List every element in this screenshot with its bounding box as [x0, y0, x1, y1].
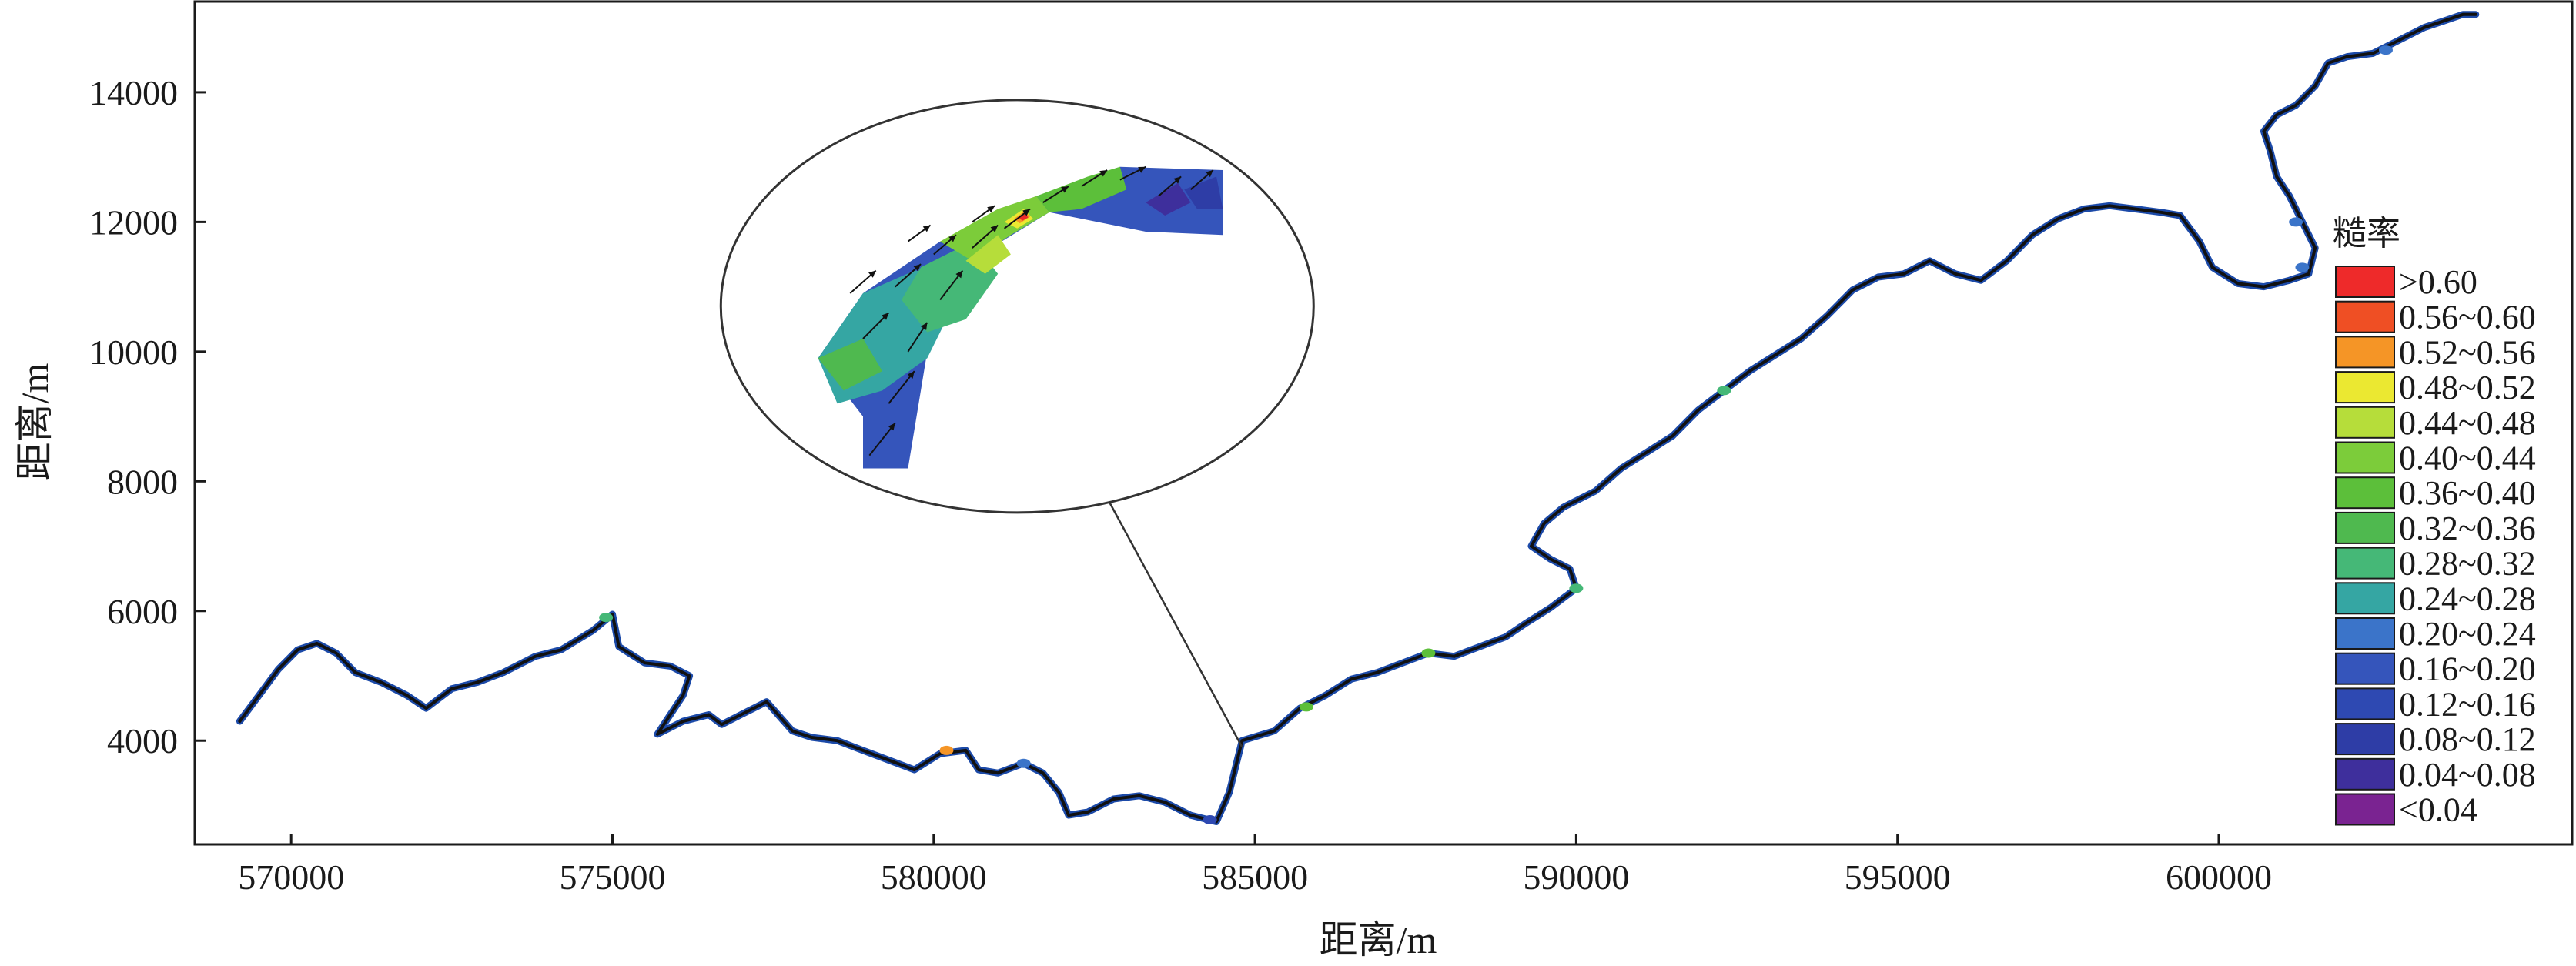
river-roughness-patch	[2378, 45, 2393, 55]
x-tick-label: 590000	[1523, 857, 1629, 897]
y-tick-label: 6000	[107, 592, 178, 631]
river-roughness-patch	[1299, 702, 1313, 712]
river-roughness-patch	[2289, 217, 2303, 227]
zoom-ellipse	[719, 99, 1315, 514]
flow-arrow	[1003, 208, 1031, 229]
legend-label: 0.04~0.08	[2399, 756, 2536, 794]
flow-arrow	[972, 224, 999, 249]
flow-arrow	[1081, 169, 1108, 187]
legend-label: 0.28~0.32	[2399, 545, 2536, 583]
legend-label: 0.24~0.28	[2399, 580, 2536, 617]
legend-label: 0.48~0.52	[2399, 369, 2536, 406]
flow-arrow	[972, 205, 995, 223]
inset-contour-patch	[1019, 213, 1029, 221]
legend-swatch	[2335, 266, 2395, 298]
x-tick-label: 595000	[1845, 857, 1951, 897]
legend-swatch	[2335, 617, 2395, 650]
flow-arrow	[868, 422, 896, 456]
y-tick-label: 10000	[89, 333, 178, 372]
legend-label: 0.44~0.48	[2399, 404, 2536, 442]
flow-arrow	[939, 269, 964, 301]
legend-swatch	[2335, 793, 2395, 826]
legend-swatch	[2335, 687, 2395, 720]
legend-swatch	[2335, 300, 2395, 333]
y-axis-title: 距离/m	[13, 363, 56, 481]
legend-swatch	[2335, 371, 2395, 404]
flow-arrow	[907, 224, 932, 242]
river-roughness-patch	[1016, 758, 1031, 768]
inset-contour-patch	[965, 235, 1011, 274]
flow-arrow	[907, 322, 928, 353]
flow-arrow	[1158, 175, 1182, 197]
legend-label: 0.08~0.12	[2399, 720, 2536, 758]
river-roughness-patch	[1421, 648, 1436, 658]
river-roughness-patch	[1569, 583, 1584, 593]
legend-label: 0.20~0.24	[2399, 615, 2536, 653]
inset-contour-patch	[818, 166, 1223, 469]
y-tick-label: 12000	[89, 202, 178, 242]
x-axis-title: 距离/m	[1320, 918, 1437, 961]
flow-arrow	[933, 234, 957, 256]
legend-label: 0.32~0.36	[2399, 510, 2536, 547]
legend-swatch	[2335, 757, 2395, 791]
legend-label: 0.12~0.16	[2399, 685, 2536, 723]
inset-contour-patch	[1146, 182, 1191, 216]
legend-swatch	[2335, 406, 2395, 439]
flow-arrow	[1189, 169, 1214, 191]
inset-contour-patch	[818, 339, 882, 391]
legend-label: 0.16~0.20	[2399, 650, 2536, 688]
river-roughness-patch	[1203, 814, 1217, 824]
x-tick-label: 570000	[238, 857, 344, 897]
river-channel-outline	[238, 12, 2477, 824]
inset-contour-patch	[1184, 176, 1223, 209]
plot-frame	[193, 0, 2574, 846]
flow-arrow	[862, 312, 890, 339]
x-axis: 570000 575000 580000 585000 590000 595000 6000…	[238, 834, 2272, 897]
legend-label: 0.52~0.56	[2399, 333, 2536, 371]
river-roughness-patch	[599, 613, 614, 623]
legend-label: 0.56~0.60	[2399, 299, 2536, 336]
legend-swatch	[2335, 547, 2395, 580]
flow-arrow	[1119, 165, 1146, 181]
legend-swatch	[2335, 652, 2395, 685]
legend-label: <0.04	[2399, 791, 2477, 829]
flow-arrow	[895, 263, 922, 288]
legend-swatch	[2335, 441, 2395, 474]
river-roughness-patch	[2295, 262, 2310, 272]
legend: 糙率 >0.600.56~0.600.52~0.560.48~0.520.44~…	[2333, 214, 2536, 829]
y-tick-label: 14000	[89, 73, 178, 112]
y-tick-label: 8000	[107, 462, 178, 501]
zoom-leader-line	[1109, 502, 1243, 748]
zoom-inset	[818, 165, 1223, 469]
legend-swatch	[2335, 723, 2395, 756]
inset-contour-patch	[1036, 166, 1127, 212]
y-axis: 4000 6000 8000 10000 12000 14000	[89, 73, 206, 760]
river-roughness-patch	[1717, 386, 1731, 396]
x-tick-label: 580000	[881, 857, 987, 897]
y-tick-label: 4000	[107, 721, 178, 760]
legend-swatch	[2335, 511, 2395, 544]
legend-label: 0.36~0.40	[2399, 474, 2536, 512]
legend-swatch	[2335, 336, 2395, 369]
flow-arrow	[849, 269, 877, 294]
x-tick-label: 585000	[1202, 857, 1308, 897]
legend-swatch	[2335, 582, 2395, 615]
x-tick-label: 575000	[559, 857, 665, 897]
x-tick-label: 600000	[2166, 857, 2272, 897]
flow-arrow	[1042, 186, 1069, 203]
river-roughness-patch	[939, 745, 954, 755]
river-channel	[236, 11, 2480, 825]
legend-swatch	[2335, 476, 2395, 510]
flow-arrow	[888, 370, 915, 404]
legend-title: 糙率	[2333, 214, 2400, 253]
legend-label: >0.60	[2399, 263, 2477, 301]
legend-label: 0.40~0.44	[2399, 440, 2536, 477]
